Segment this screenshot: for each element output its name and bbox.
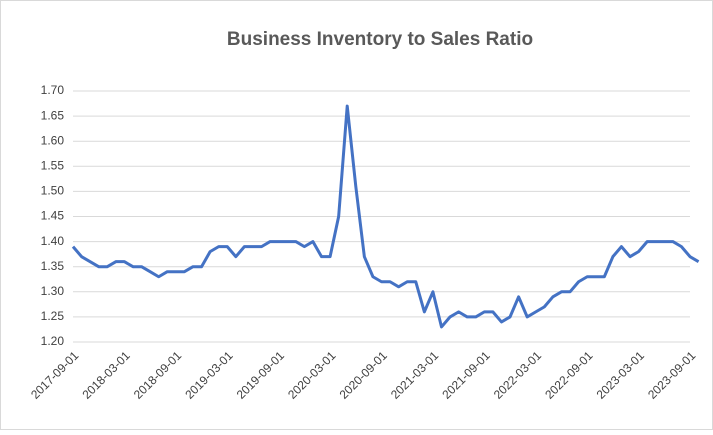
y-tick-label: 1.45: [41, 209, 65, 223]
y-tick-label: 1.65: [41, 108, 65, 122]
y-tick-label: 1.50: [41, 184, 65, 198]
chart-title: Business Inventory to Sales Ratio: [227, 29, 533, 50]
y-tick-label: 1.60: [41, 133, 65, 147]
y-tick-label: 1.35: [41, 259, 65, 273]
y-tick-label: 1.30: [41, 284, 65, 298]
y-tick-label: 1.70: [41, 83, 65, 97]
y-tick-label: 1.40: [41, 234, 65, 248]
y-tick-label: 1.25: [41, 309, 65, 323]
y-tick-label: 1.20: [41, 334, 65, 348]
data-line: [71, 104, 700, 329]
y-tick-label: 1.55: [41, 158, 65, 172]
